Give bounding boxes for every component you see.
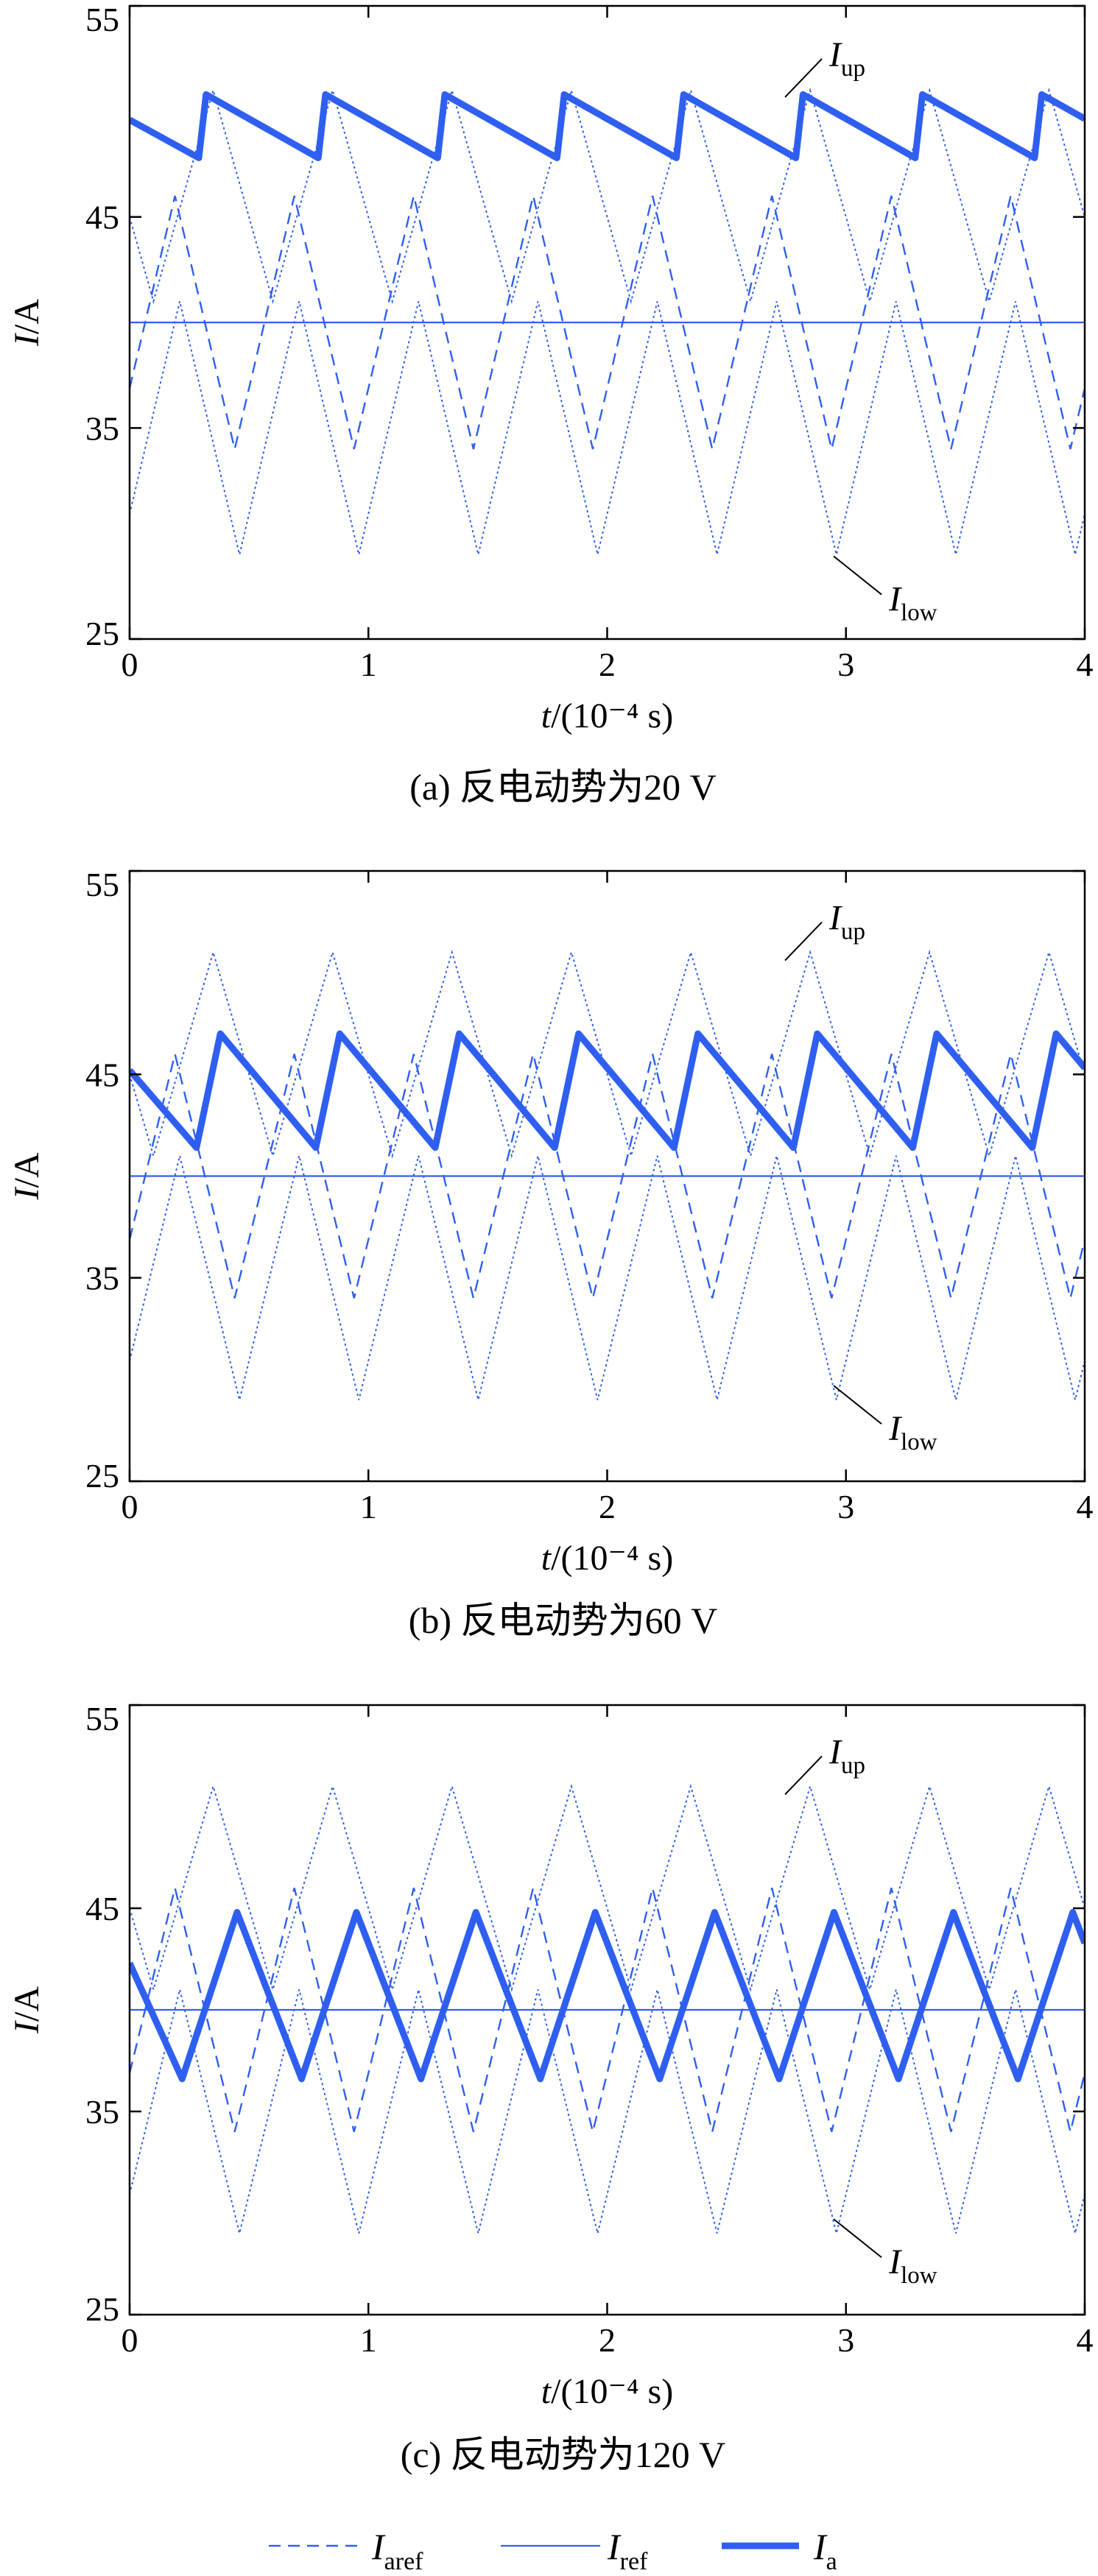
x-tick-label: 3 (837, 646, 854, 683)
x-tick-label: 3 (837, 1488, 854, 1525)
series-ilow-line (130, 1155, 1085, 1400)
x-tick-label: 0 (122, 2321, 138, 2359)
annotation-i-low-label: Ilow (888, 1409, 937, 1455)
annotation-leader-line (784, 58, 823, 98)
series-ia-line (130, 1030, 1085, 1151)
legend: Iaref Iref Ia (269, 2526, 837, 2575)
y-tick-label: 45 (85, 199, 119, 236)
annotation-i-up-label: Iup (828, 1732, 865, 1779)
y-tick-label: 25 (85, 615, 119, 652)
y-tick-label: 55 (85, 866, 119, 903)
annotation-i-up-label: Iup (828, 899, 865, 945)
x-tick-label: 2 (599, 646, 616, 683)
annotation-i-up-label: Iup (828, 35, 865, 82)
x-tick-label: 2 (599, 1488, 616, 1525)
y-tick-label: 45 (85, 1056, 119, 1093)
y-tick-label: 35 (85, 2093, 119, 2131)
series-ilow-line (130, 301, 1085, 555)
chart-panel-3: 0 1 2 3 4 25 35 45 55 I/A t/(10⁻⁴ s) Iup Ilow (c) 反电动… (7, 1700, 1094, 2475)
series-ia-line (130, 91, 1085, 161)
x-tick-label: 1 (360, 2321, 377, 2359)
y-tick-label: 25 (85, 2290, 119, 2328)
y-axis-label: I/A (7, 299, 46, 347)
series-ia-line (130, 1909, 1085, 2083)
chart-panel-1: 0 1 2 3 4 25 35 45 55 I/A t/(10⁻⁴ s) Iup Ilow (a) 反电动… (7, 1, 1094, 808)
legend-label-ia: Ia (813, 2526, 837, 2575)
annotation-leader-line (833, 2218, 882, 2259)
annotation-i-low-label: Ilow (888, 2242, 937, 2289)
x-tick-label: 2 (599, 2321, 616, 2359)
panel-caption: (a) 反电动势为20 V (409, 766, 717, 808)
chart-panel-2: 0 1 2 3 4 25 35 45 55 I/A t/(10⁻⁴ s) Iup Ilow (b) 反电动… (7, 866, 1094, 1641)
x-tick-label: 4 (1077, 1488, 1094, 1525)
y-tick-label: 35 (85, 409, 119, 447)
series-group (130, 949, 1085, 1400)
y-axis-label: I/A (7, 1152, 46, 1200)
series-iup-line (130, 88, 1085, 304)
series-group (130, 88, 1085, 555)
y-tick-label: 55 (85, 1, 119, 38)
y-tick-label: 25 (85, 1457, 119, 1495)
annotation-i-low-label: Ilow (888, 580, 937, 627)
series-ilow-line (130, 1989, 1085, 2234)
y-tick-label: 35 (85, 1260, 119, 1297)
legend-label-iref: Iref (607, 2526, 648, 2575)
panel-caption: (b) 反电动势为60 V (409, 1600, 717, 1641)
x-axis-label: t/(10⁻⁴ s) (541, 696, 673, 735)
x-tick-label: 1 (360, 646, 377, 683)
annotation-leader-line (833, 555, 882, 596)
y-tick-label: 45 (85, 1890, 119, 1927)
x-tick-label: 3 (837, 2321, 854, 2359)
y-axis-label: I/A (7, 1986, 46, 2034)
x-tick-label: 1 (360, 1488, 377, 1525)
y-tick-label: 55 (85, 1700, 119, 1737)
x-tick-label: 0 (122, 646, 138, 683)
series-group (130, 1783, 1085, 2234)
x-axis-label: t/(10⁻⁴ s) (541, 2372, 673, 2411)
x-tick-label: 4 (1077, 646, 1094, 683)
annotation-leader-line (784, 1755, 823, 1796)
x-tick-label: 0 (122, 1488, 138, 1525)
legend-label-iaref: Iaref (371, 2526, 423, 2575)
panel-caption: (c) 反电动势为120 V (401, 2434, 726, 2475)
series-iup-line (130, 949, 1085, 1159)
x-axis-label: t/(10⁻⁴ s) (541, 1539, 673, 1578)
x-tick-label: 4 (1077, 2321, 1094, 2359)
annotation-leader-line (833, 1385, 882, 1425)
annotation-leader-line (784, 921, 823, 961)
